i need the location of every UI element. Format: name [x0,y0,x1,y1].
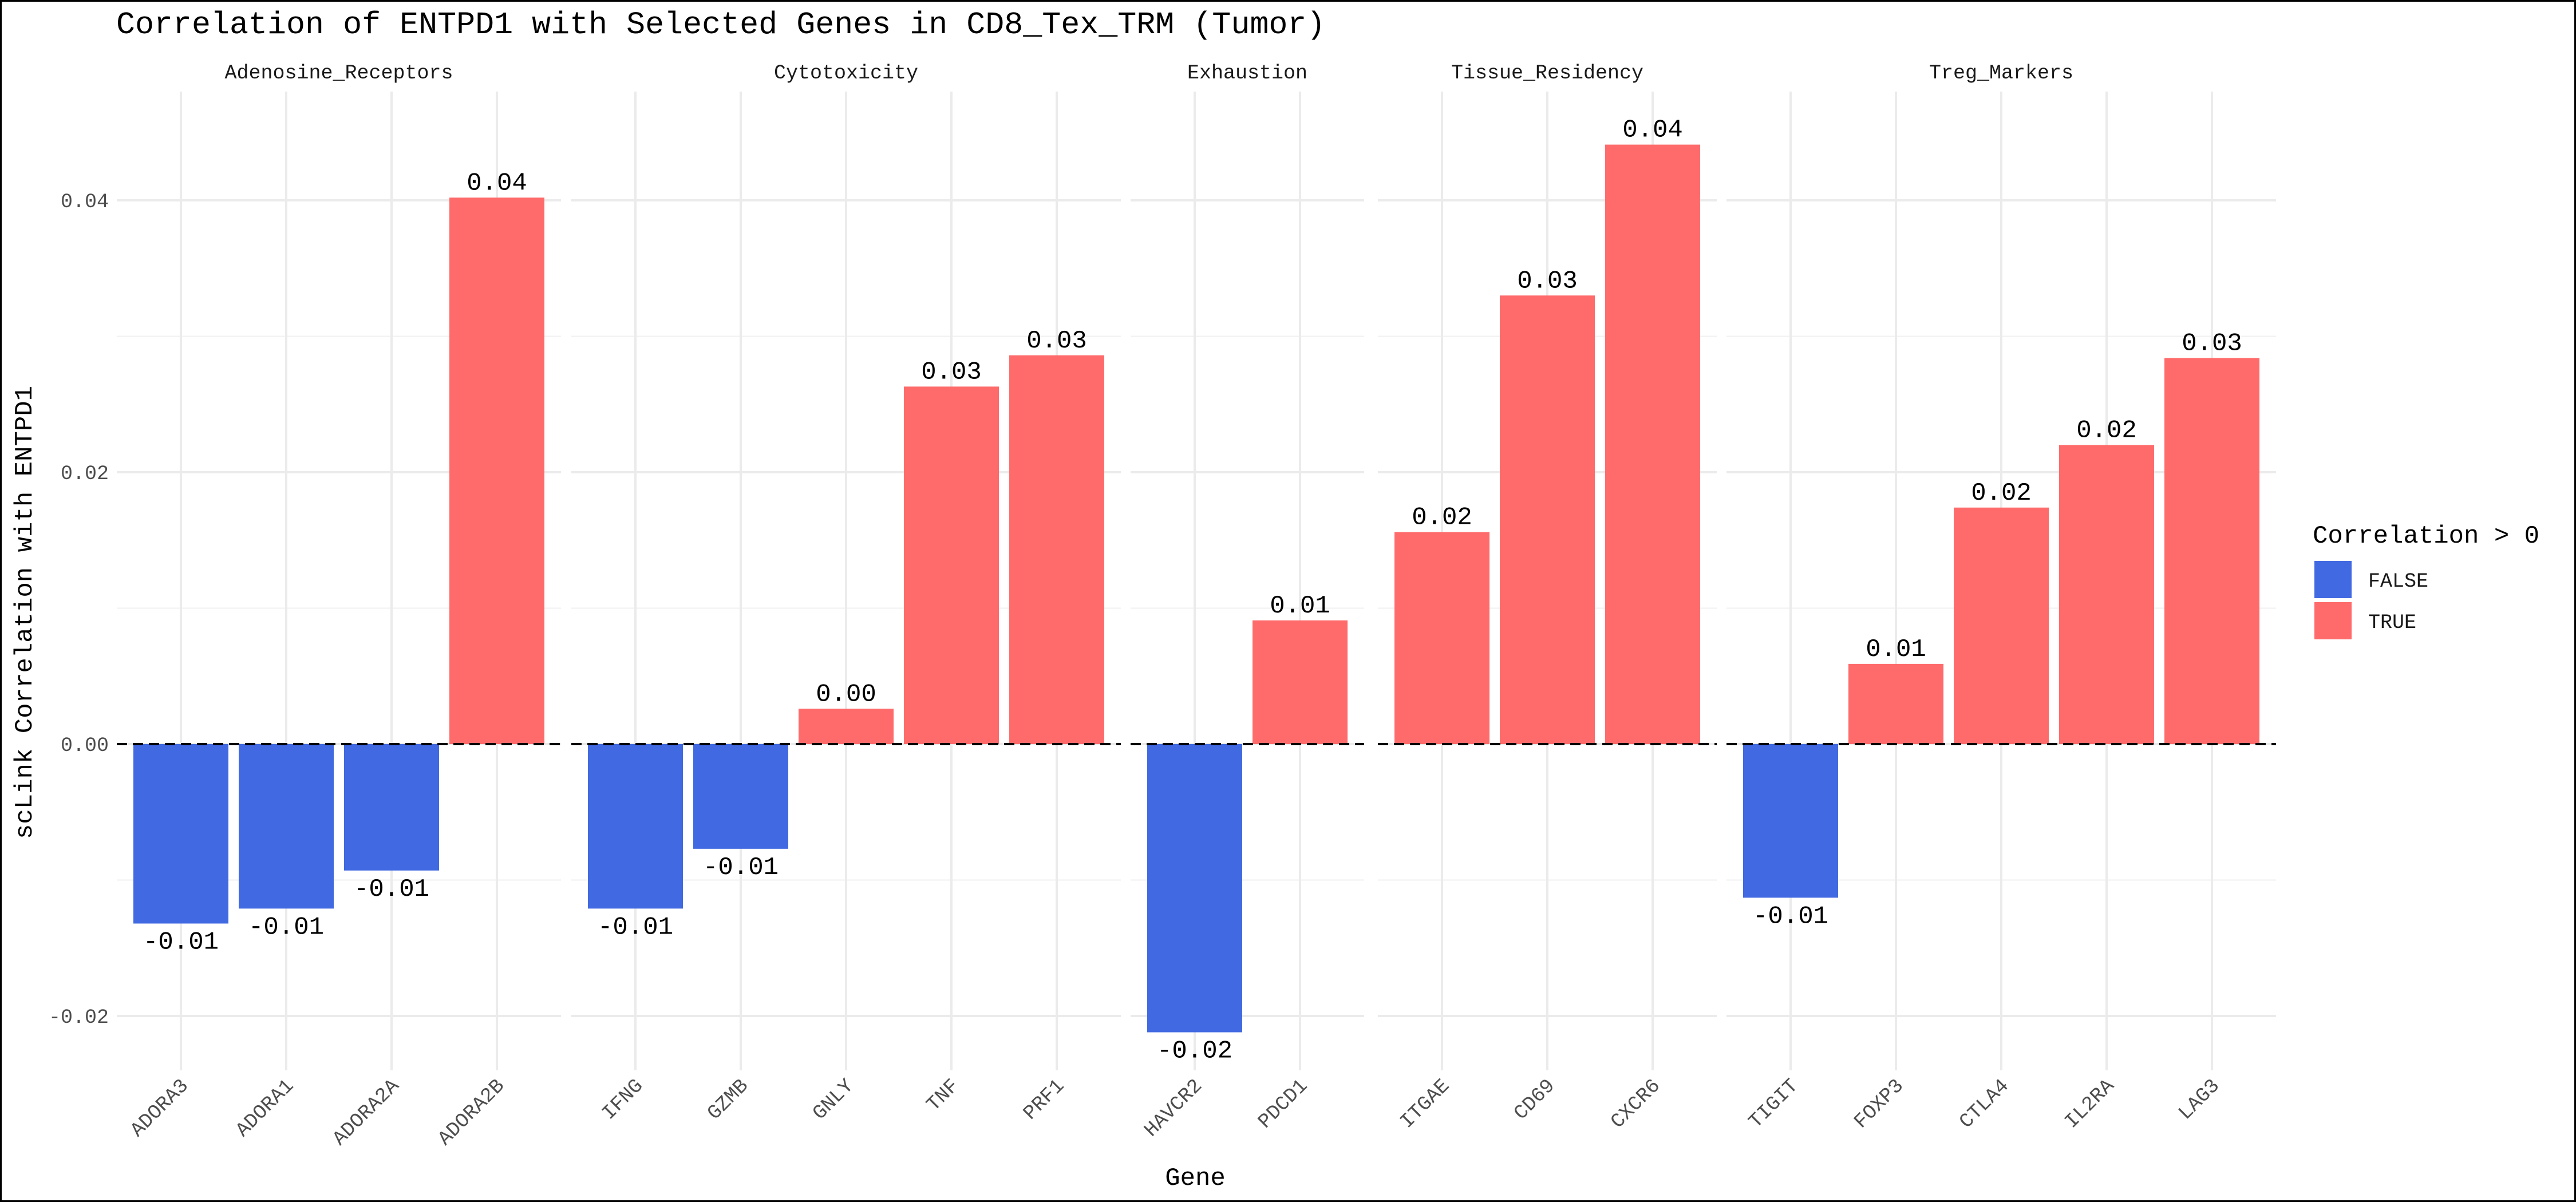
x-tick-label: PDCD1 [1254,1074,1313,1133]
bar-tigit [1743,744,1838,898]
data-label: -0.01 [354,875,429,904]
legend: Correlation > 0 FALSE TRUE [2313,522,2539,639]
bar-gzmb [693,744,788,849]
chart-title: Correlation of ENTPD1 with Selected Gene… [116,7,1325,43]
facet-panel-exhaustion: Exhaustion -0.02 HAVCR2 0.01 PDCD1 [1131,62,1364,1142]
x-tick-label: LAG3 [2174,1074,2225,1125]
data-label: -0.01 [1753,902,1828,931]
bar-prf1 [1009,355,1104,744]
facet-panel-adenosine-receptors: Adenosine_Receptors -0.01 ADORA3 -0.01 ADORA… [117,62,561,1150]
bar-il2ra [2059,445,2154,744]
legend-key-true [2314,602,2352,639]
bar-pdcd1 [1253,620,1348,744]
bar-adora3 [133,744,228,924]
data-label: 0.03 [1517,267,1578,295]
bar-ifng [588,744,683,909]
x-tick-label: CTLA4 [1955,1074,2014,1133]
bar-havcr2 [1147,744,1242,1033]
bar-lag3 [2164,358,2259,744]
bar-itgae [1394,532,1490,744]
bar-adora2a [344,744,439,871]
bar-ctla4 [1954,507,2049,744]
data-label: 0.01 [1866,635,1926,664]
x-tick-label: ITGAE [1396,1074,1455,1133]
data-label: -0.01 [143,928,219,957]
x-axis-title: Gene [1165,1164,1226,1193]
data-label: 0.03 [2182,330,2242,358]
y-tick-label: 0.04 [61,191,109,213]
bar-foxp3 [1848,663,1943,744]
x-tick-label: FOXP3 [1850,1074,1909,1133]
x-tick-label: HAVCR2 [1140,1074,1207,1141]
data-label: 0.03 [1026,327,1087,355]
data-label: 0.01 [1270,592,1330,620]
legend-label: FALSE [2368,570,2428,593]
x-tick-label: ADORA2A [329,1074,404,1150]
data-label: 0.02 [1971,479,2032,508]
legend-key-false [2314,561,2352,598]
bar-tnf [904,386,999,744]
x-tick-label: CXCR6 [1606,1074,1665,1133]
legend-items: FALSE TRUE [2314,561,2428,639]
x-tick-label: CD69 [1510,1074,1560,1125]
x-tick-label: TIGIT [1744,1074,1803,1133]
facet-panel-treg-markers: Treg_Markers -0.01 TIGIT 0.01 FOXP3 0.02 CTLA4… [1726,62,2276,1133]
x-tick-label: GNLY [808,1074,859,1125]
facet-panel-cytotoxicity: Cytotoxicity -0.01 IFNG -0.01 GZMB 0.00 GNLY 0.… [571,62,1121,1125]
data-label: -0.02 [1157,1037,1232,1066]
x-tick-label: PRF1 [1019,1074,1069,1125]
data-label: -0.01 [598,913,673,942]
x-tick-label: ADORA2B [434,1074,509,1150]
facet-strip-label: Tissue_Residency [1451,62,1643,85]
bar-adora1 [239,744,334,909]
y-tick-label: 0.00 [61,734,109,757]
data-label: 0.02 [1412,504,1472,532]
x-tick-label: GZMB [703,1074,753,1125]
facet-panels: -0.02 0.00 0.02 0.04 Adenosine_Receptors -0.0… [49,62,2276,1150]
data-label: 0.02 [2076,417,2137,445]
y-tick-label: -0.02 [49,1006,109,1029]
y-axis-title: scLink Correlation with ENTPD1 [11,386,39,839]
data-label: 0.00 [816,680,876,709]
facet-strip-label: Cytotoxicity [774,62,918,85]
data-label: -0.01 [248,913,324,942]
x-tick-label: IL2RA [2060,1074,2119,1133]
data-label: -0.01 [703,853,779,882]
data-label: 0.03 [921,358,982,386]
bar-adora2b [449,197,544,744]
legend-label: TRUE [2368,611,2416,634]
bar-cxcr6 [1605,144,1700,744]
facet-panel-tissue-residency: Tissue_Residency 0.02 ITGAE 0.03 CD69 0.04 CXC… [1378,62,1717,1133]
y-tick-label: 0.02 [61,462,109,485]
data-label: 0.04 [1622,116,1683,145]
facet-strip-label: Treg_Markers [1929,62,2073,85]
legend-title: Correlation > 0 [2313,522,2539,551]
x-tick-label: IFNG [598,1074,648,1125]
x-tick-label: ADORA3 [126,1074,193,1141]
x-tick-label: TNF [922,1074,964,1116]
x-tick-label: ADORA1 [231,1074,298,1141]
data-label: 0.04 [467,169,527,197]
bar-cd69 [1500,295,1595,744]
bar-gnly [799,709,894,744]
facet-strip-label: Exhaustion [1187,62,1307,85]
facet-strip-label: Adenosine_Receptors [224,62,453,85]
